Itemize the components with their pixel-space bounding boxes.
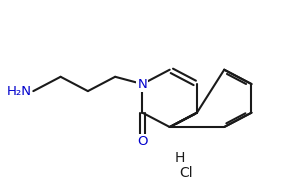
Text: N: N — [138, 78, 147, 91]
Text: Cl: Cl — [180, 166, 193, 180]
Text: O: O — [137, 135, 148, 148]
Text: H₂N: H₂N — [6, 85, 31, 98]
Text: H: H — [175, 151, 185, 165]
